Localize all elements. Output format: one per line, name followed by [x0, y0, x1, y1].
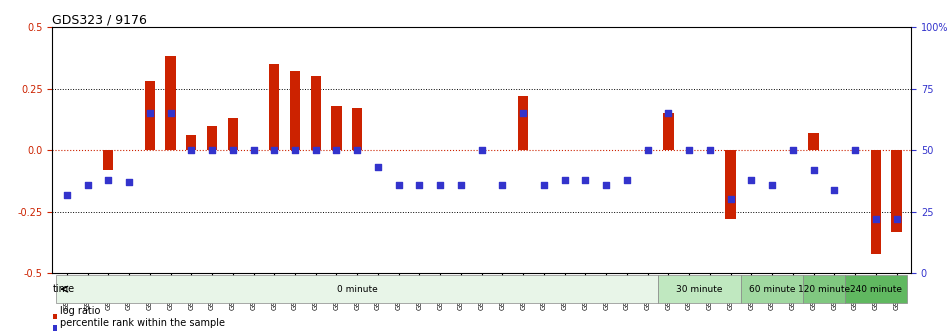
Point [143, 111, 158, 116]
Point [889, 216, 904, 222]
Point [805, 167, 821, 173]
Point [122, 179, 137, 185]
Bar [804, 275, 844, 303]
Point [847, 148, 863, 153]
Point [682, 148, 697, 153]
Point [515, 111, 531, 116]
Point [723, 197, 738, 202]
Bar [352, 108, 362, 150]
Text: time: time [52, 284, 75, 294]
Bar [206, 126, 217, 150]
Bar [891, 150, 902, 232]
Point [826, 187, 842, 192]
Bar [52, 326, 57, 331]
Point [412, 182, 427, 187]
Bar [269, 64, 280, 150]
Point [370, 165, 385, 170]
Bar [311, 76, 320, 150]
Bar [808, 133, 819, 150]
Bar [56, 275, 658, 303]
Text: GDS323 / 9176: GDS323 / 9176 [52, 14, 147, 27]
Point [308, 148, 323, 153]
Bar [186, 135, 197, 150]
Point [557, 177, 573, 182]
Point [329, 148, 344, 153]
Bar [331, 106, 341, 150]
Point [495, 182, 510, 187]
Bar [844, 275, 907, 303]
Point [598, 182, 613, 187]
Point [454, 182, 469, 187]
Point [744, 177, 759, 182]
Point [80, 182, 95, 187]
Text: percentile rank within the sample: percentile rank within the sample [60, 318, 225, 328]
Text: 240 minute: 240 minute [850, 285, 902, 294]
Point [225, 148, 241, 153]
Text: 30 minute: 30 minute [676, 285, 723, 294]
Bar [870, 150, 881, 254]
Bar [658, 275, 741, 303]
Bar [227, 118, 238, 150]
Point [59, 192, 74, 197]
Text: 60 minute: 60 minute [748, 285, 795, 294]
Point [163, 111, 178, 116]
Bar [103, 150, 113, 170]
Bar [726, 150, 736, 219]
Point [101, 177, 116, 182]
Point [536, 182, 552, 187]
Bar [52, 313, 57, 319]
Point [765, 182, 780, 187]
Bar [663, 113, 673, 150]
Point [868, 216, 883, 222]
Point [266, 148, 281, 153]
Point [661, 111, 676, 116]
Point [433, 182, 448, 187]
Point [640, 148, 655, 153]
Point [350, 148, 365, 153]
Text: 120 minute: 120 minute [798, 285, 850, 294]
Point [246, 148, 262, 153]
Bar [145, 81, 155, 150]
Point [184, 148, 199, 153]
Point [578, 177, 593, 182]
Point [204, 148, 220, 153]
Bar [290, 71, 301, 150]
Text: 0 minute: 0 minute [337, 285, 378, 294]
Point [702, 148, 717, 153]
Bar [741, 275, 804, 303]
Bar [518, 96, 529, 150]
Text: log ratio: log ratio [60, 306, 101, 316]
Point [786, 148, 801, 153]
Point [619, 177, 634, 182]
Point [474, 148, 489, 153]
Bar [165, 56, 176, 150]
Point [287, 148, 302, 153]
Point [391, 182, 406, 187]
